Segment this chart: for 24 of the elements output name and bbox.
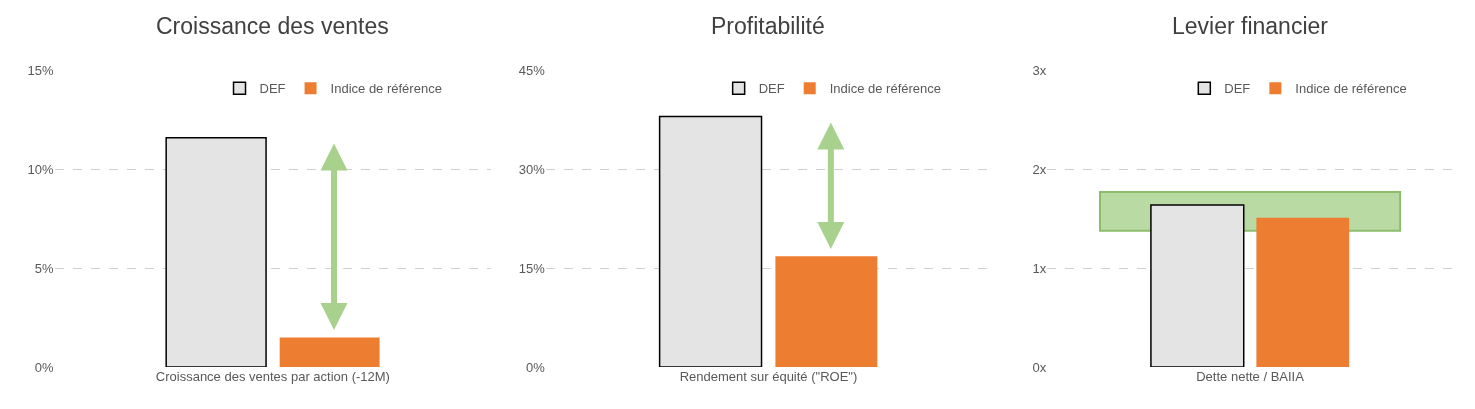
- y-tick-label: 15%: [518, 260, 546, 276]
- x-tick-label: Rendement sur équité ("ROE"): [679, 369, 858, 385]
- y-tick-label: 5%: [34, 260, 55, 276]
- legend-label: Indice de référence: [330, 81, 442, 97]
- chart-title: Croissance des ventes: [156, 13, 389, 39]
- legend-label: Indice de référence: [829, 81, 942, 97]
- chart-title: Profitabilité: [711, 13, 825, 39]
- y-tick-label: 45%: [518, 62, 546, 78]
- legend-label: Indice de référence: [1295, 81, 1407, 97]
- y-tick-label: 15%: [27, 62, 54, 78]
- y-tick-label: 10%: [27, 161, 54, 177]
- y-tick-label: 30%: [518, 161, 546, 177]
- y-tick-label: 1x: [1032, 260, 1047, 276]
- chart-title: Levier financier: [1172, 13, 1329, 39]
- legend-label: DEF: [259, 81, 286, 97]
- y-tick-label: 0x: [1032, 359, 1047, 375]
- y-tick-label: 0%: [525, 359, 546, 375]
- legend-label: DEF: [758, 81, 785, 97]
- y-tick-label: 0%: [34, 359, 55, 375]
- y-tick-label: 3x: [1032, 62, 1047, 78]
- x-tick-label: Dette nette / BAIIA: [1196, 369, 1305, 385]
- x-tick-label: Croissance des ventes par action (-12M): [155, 369, 390, 385]
- y-tick-label: 2x: [1032, 161, 1047, 177]
- legend-label: DEF: [1224, 81, 1251, 97]
